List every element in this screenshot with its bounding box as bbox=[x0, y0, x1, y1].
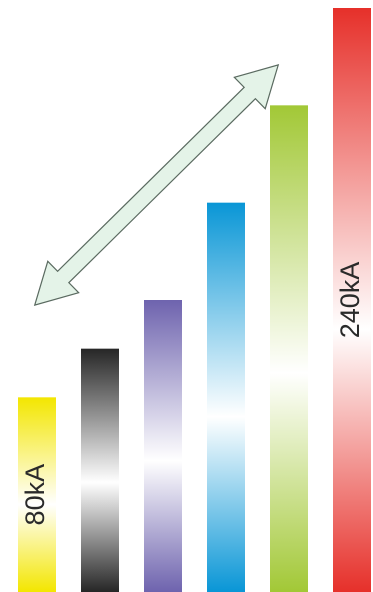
bar bbox=[207, 202, 245, 592]
bar bbox=[270, 105, 308, 592]
bar bbox=[333, 8, 371, 592]
value-label: 240kA bbox=[335, 262, 365, 339]
double-arrow bbox=[33, 64, 280, 306]
bar bbox=[18, 397, 56, 592]
bar bbox=[144, 300, 182, 592]
arrow-shape bbox=[33, 64, 280, 306]
value-label: 80kA bbox=[20, 464, 50, 526]
bar bbox=[81, 348, 119, 592]
